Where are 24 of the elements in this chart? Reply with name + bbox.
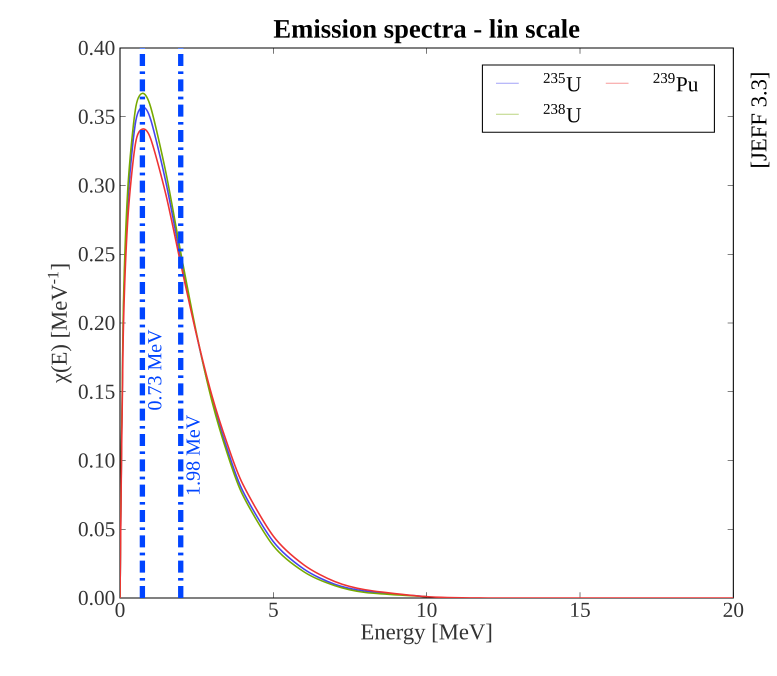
y-tick-label: 0.40 xyxy=(78,40,114,56)
line-series xyxy=(120,128,734,598)
x-tick-label: 20 xyxy=(724,602,744,618)
y-tick-label: 0.10 xyxy=(78,453,114,468)
y-axis-title: χ(E) [MeV$^{-1}$] xyxy=(48,264,72,384)
x-tick-label: 10 xyxy=(418,602,437,618)
x-tick-label: 15 xyxy=(571,602,590,618)
legend-label: $^{239}$Pu xyxy=(653,73,698,92)
ref-line-label: 0.73 MeV xyxy=(148,330,162,410)
text: [JEFF 3.3] xyxy=(750,73,770,167)
legend-label: $^{235}$U xyxy=(544,73,582,92)
x-tick-label: 5 xyxy=(269,602,278,617)
legend-label: $^{238}$U xyxy=(544,104,582,122)
y-tick-label: 0.25 xyxy=(78,247,114,262)
chart-title: Emission spectra - lin scale xyxy=(274,19,580,44)
y-tick-label: 0.35 xyxy=(78,110,114,124)
y-tick-label: 0.05 xyxy=(78,522,114,536)
y-tick-label: 0.20 xyxy=(78,316,114,330)
y-tick-label: 0.15 xyxy=(78,384,114,399)
x-tick-label: 0 xyxy=(115,602,125,618)
y-tick-label: 0.00 xyxy=(78,590,114,606)
ref-line-label: 1.98 MeV xyxy=(186,415,200,494)
y-tick-label: 0.30 xyxy=(78,178,114,193)
x-axis-title: Energy [MeV] xyxy=(361,624,492,644)
